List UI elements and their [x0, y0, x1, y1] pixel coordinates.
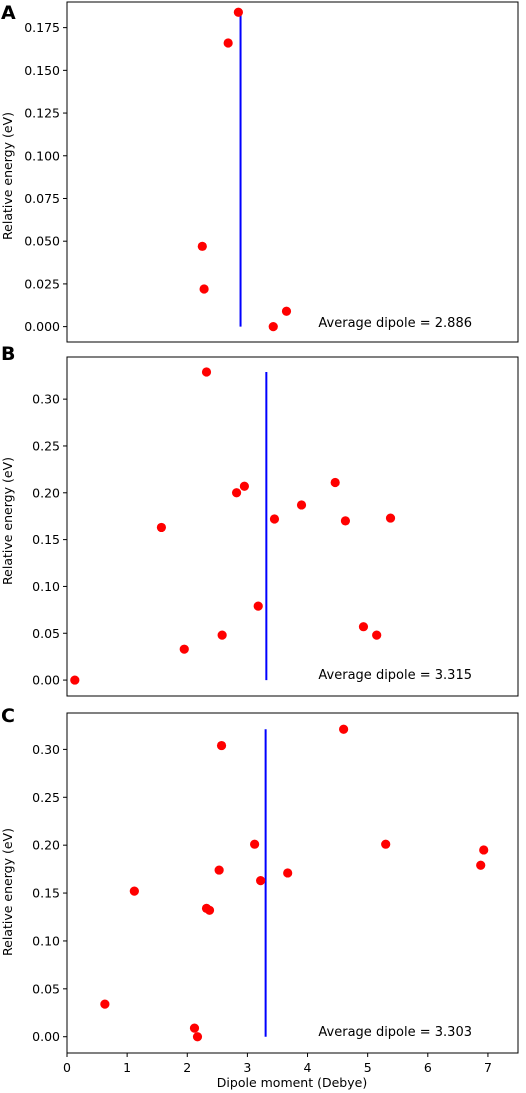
- panel-c-data-point: [100, 999, 110, 1009]
- panel-b-data-point: [217, 630, 227, 640]
- panel-c-x-tick-label: 4: [304, 1060, 312, 1075]
- panel-b-data-point: [296, 500, 307, 510]
- panel-b-data-point: [179, 644, 189, 654]
- panel-b: B Relative energy (eV) Average dipole = …: [0, 343, 519, 697]
- panel-a-data-point: [199, 284, 209, 294]
- panel-b-y-axis-label: Relative energy (eV): [0, 457, 15, 585]
- panel-c-data-point: [476, 860, 486, 870]
- panel-a-data-point: [223, 38, 233, 48]
- panel-a-plot-area: [66, 1, 519, 343]
- panel-b-data-point: [385, 513, 396, 523]
- panel-c-data-point: [339, 724, 349, 734]
- panel-a-data-point: [233, 7, 243, 17]
- panel-a-y-tick-label: 0.025: [24, 276, 60, 291]
- panel-c-y-tick-label: 0.20: [32, 838, 60, 853]
- panel-c-x-tick-label: 6: [424, 1060, 432, 1075]
- panel-b-data-point: [253, 601, 263, 611]
- panel-c-data-point: [189, 1023, 200, 1033]
- panel-c-y-tick-label: 0.30: [32, 742, 60, 757]
- panel-c-x-tick-label: 3: [243, 1060, 251, 1075]
- panel-c-letter: C: [1, 705, 15, 727]
- panel-c-plot-area: [66, 712, 519, 1054]
- panel-b-y-tick-label: 0.20: [32, 485, 60, 500]
- panel-b-data-point: [70, 675, 80, 685]
- panel-b-data-point: [358, 622, 369, 632]
- panel-a-average-dipole-label: Average dipole = 2.886: [318, 316, 472, 331]
- panel-c-data-point: [204, 905, 215, 915]
- panel-b-average-dipole-label: Average dipole = 3.315: [318, 668, 472, 683]
- panel-c-y-tick-label: 0.00: [32, 1029, 60, 1044]
- panel-a-y-tick-label: 0.100: [24, 148, 60, 163]
- panel-b-data-point: [201, 367, 212, 377]
- panel-b-data-point: [269, 514, 280, 524]
- panel-b-y-tick-label: 0.00: [32, 673, 60, 688]
- panel-b-y-tick-label: 0.30: [32, 392, 60, 407]
- panel-c-y-tick-label: 0.05: [32, 981, 60, 996]
- panel-c-data-point: [129, 886, 139, 896]
- panel-b-data-point: [340, 516, 351, 526]
- panel-b-data-point: [372, 630, 382, 640]
- panel-c-data-point: [256, 876, 266, 886]
- panel-a-y-tick-label: 0.000: [24, 319, 60, 334]
- panel-b-data-point: [231, 488, 242, 498]
- panel-a-letter: A: [1, 2, 16, 24]
- panel-a-y-tick-label: 0.150: [24, 63, 60, 78]
- panel-c-x-tick-label: 2: [183, 1060, 191, 1075]
- panel-a-y-axis-label: Relative energy (eV): [0, 112, 15, 240]
- panel-c-x-tick-label: 7: [484, 1060, 492, 1075]
- panel-c-data-point: [216, 740, 227, 751]
- panel-a-data-point: [281, 306, 292, 316]
- panel-a-y-tick-label: 0.125: [24, 106, 60, 121]
- panel-a: A Relative energy (eV) Average dipole = …: [0, 1, 519, 343]
- panel-c-x-axis-label: Dipole moment (Debye): [217, 1075, 367, 1090]
- panel-c-x-tick-label: 0: [63, 1060, 71, 1075]
- panel-c-data-point: [479, 845, 489, 855]
- panel-b-plot-area: [66, 356, 519, 697]
- panel-c-data-point: [214, 865, 224, 875]
- panel-b-y-tick-label: 0.25: [32, 438, 60, 453]
- panel-b-y-tick-label: 0.15: [32, 532, 60, 547]
- panel-c-data-point: [381, 839, 391, 849]
- panel-c-data-point: [283, 868, 293, 878]
- panel-c-y-tick-label: 0.25: [32, 790, 60, 805]
- panel-c: C Relative energy (eV) Average dipole = …: [0, 705, 519, 1090]
- panel-a-y-tick-label: 0.050: [24, 234, 60, 249]
- panel-c-y-axis-label: Relative energy (eV): [0, 828, 15, 956]
- panel-c-data-point: [250, 839, 260, 849]
- panel-c-average-dipole-label: Average dipole = 3.303: [318, 1025, 472, 1040]
- panel-b-data-point: [330, 477, 340, 488]
- panel-c-data-point: [192, 1032, 203, 1042]
- panel-c-y-tick-label: 0.10: [32, 933, 60, 948]
- panel-c-x-tick-label: 1: [123, 1060, 131, 1075]
- panel-b-data-point: [239, 481, 249, 491]
- panel-a-data-point: [268, 322, 278, 332]
- panel-b-letter: B: [1, 343, 15, 365]
- panel-c-x-tick-label: 5: [364, 1060, 372, 1075]
- panel-c-y-tick-label: 0.15: [32, 886, 60, 901]
- panel-a-y-tick-label: 0.175: [24, 20, 60, 35]
- panel-b-y-tick-label: 0.10: [32, 579, 60, 594]
- panel-b-y-tick-label: 0.05: [32, 626, 60, 641]
- panel-a-data-point: [197, 241, 207, 251]
- panel-b-data-point: [156, 522, 167, 533]
- panel-a-y-tick-label: 0.075: [24, 191, 60, 206]
